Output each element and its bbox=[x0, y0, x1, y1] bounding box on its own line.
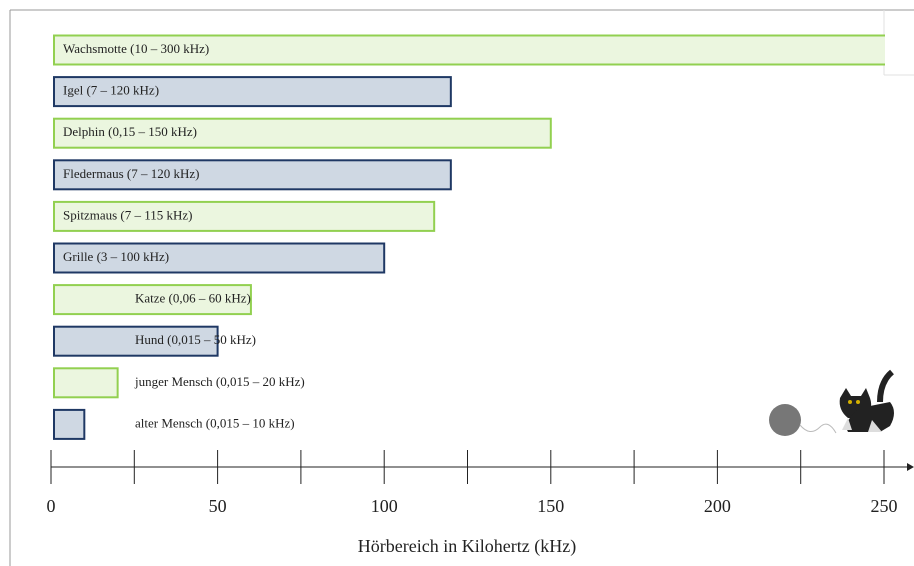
x-axis-title: Hörbereich in Kilohertz (kHz) bbox=[358, 536, 576, 557]
bar-label: alter Mensch (0,015 – 10 kHz) bbox=[135, 415, 295, 430]
bar bbox=[53, 325, 219, 357]
x-tick-label: 250 bbox=[871, 496, 898, 516]
bar bbox=[53, 367, 119, 399]
x-tick-label: 150 bbox=[537, 496, 564, 516]
x-tick-label: 0 bbox=[47, 496, 56, 516]
bar bbox=[53, 117, 552, 149]
bar bbox=[53, 159, 452, 191]
bar bbox=[53, 34, 885, 66]
bar-label: Hund (0,015 – 50 kHz) bbox=[135, 332, 256, 347]
bar-label: junger Mensch (0,015 – 20 kHz) bbox=[134, 374, 305, 389]
bar-label: Delphin (0,15 – 150 kHz) bbox=[63, 124, 197, 139]
bar-label: Katze (0,06 – 60 kHz) bbox=[135, 291, 251, 306]
x-tick-label: 200 bbox=[704, 496, 731, 516]
bar bbox=[53, 242, 386, 274]
bar bbox=[53, 408, 86, 440]
bars bbox=[53, 34, 885, 440]
bar bbox=[53, 200, 436, 232]
axis-arrow bbox=[907, 463, 914, 471]
x-tick-label: 50 bbox=[209, 496, 227, 516]
bar bbox=[53, 76, 452, 108]
cat-illustration bbox=[769, 369, 895, 436]
bar-label: Spitzmaus (7 – 115 kHz) bbox=[63, 207, 193, 222]
bar-label: Grille (3 – 100 kHz) bbox=[63, 249, 169, 264]
bar-label: Igel (7 – 120 kHz) bbox=[63, 83, 159, 98]
bar-label: Fledermaus (7 – 120 kHz) bbox=[63, 166, 199, 181]
bar-label: Wachsmotte (10 – 300 kHz) bbox=[63, 41, 209, 56]
x-tick-label: 100 bbox=[371, 496, 398, 516]
bar bbox=[53, 284, 252, 316]
